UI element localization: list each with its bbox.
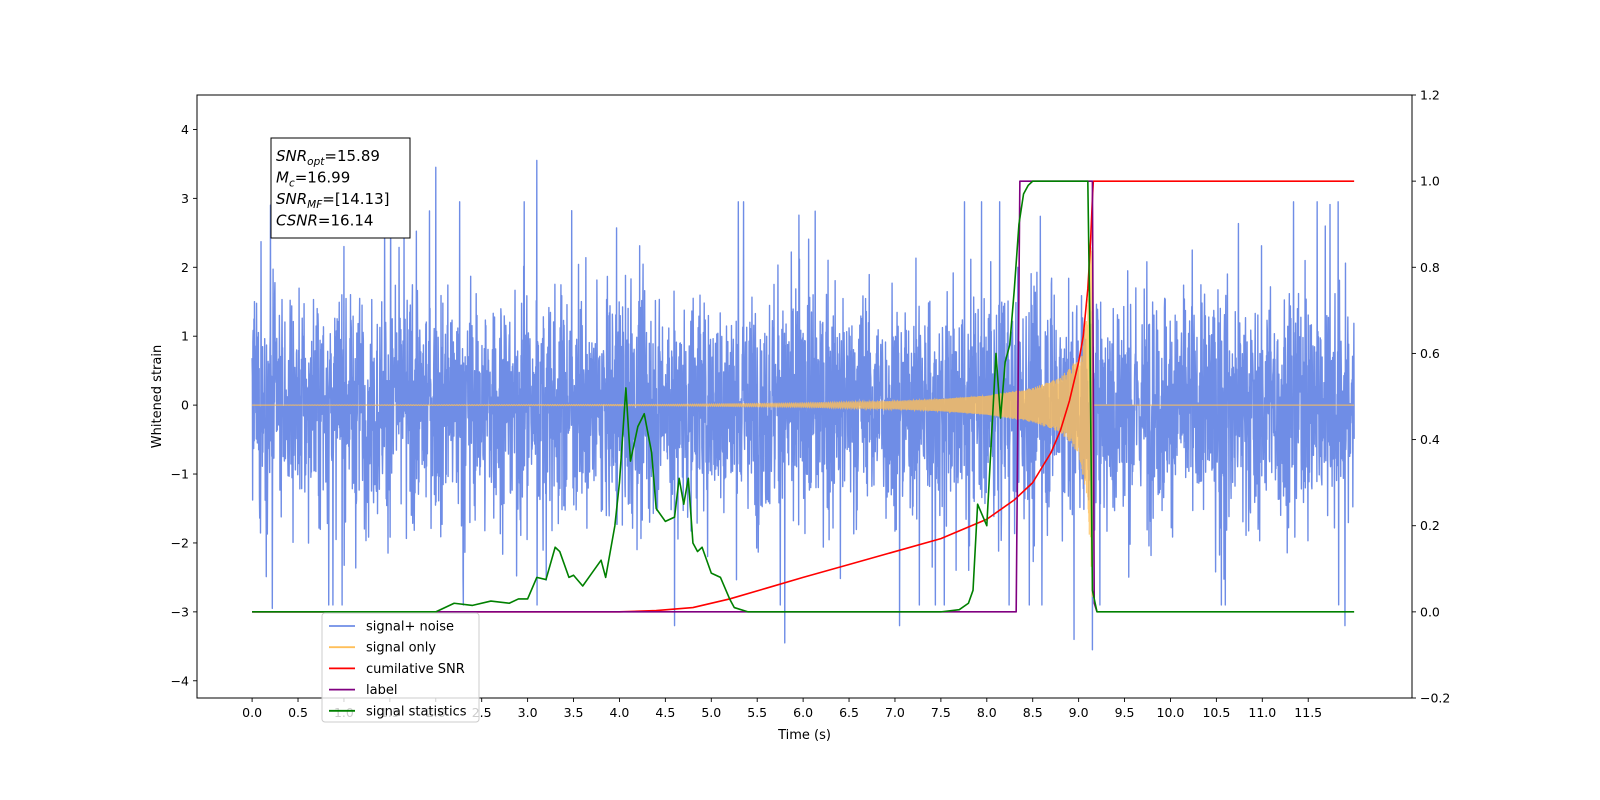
right-y-tick-label: 1.2 bbox=[1420, 88, 1440, 103]
legend-label: cumilative SNR bbox=[366, 662, 465, 677]
x-tick-label: 11.5 bbox=[1294, 705, 1322, 720]
right-y-tick-label: 0.4 bbox=[1420, 432, 1440, 447]
annotation-line: CSNR=16.14 bbox=[276, 212, 373, 230]
x-tick-label: 4.5 bbox=[655, 705, 675, 720]
annotation-line: SNRMF=[14.13] bbox=[276, 190, 390, 211]
series-signal-noise bbox=[251, 159, 1355, 651]
x-axis-label: Time (s) bbox=[777, 728, 831, 743]
left-y-tick-label: 3 bbox=[181, 191, 189, 206]
x-tick-label: 5.5 bbox=[747, 705, 767, 720]
x-tick-label: 11.0 bbox=[1248, 705, 1276, 720]
right-y-tick-label: 1.0 bbox=[1420, 174, 1440, 189]
legend-label: signal statistics bbox=[366, 704, 467, 719]
left-y-tick-label: 1 bbox=[181, 329, 189, 344]
x-tick-label: 9.5 bbox=[1115, 705, 1135, 720]
right-y-axis-ticks: −0.2 0.0 0.2 0.4 0.6 0.8 1.0 1.2 bbox=[1412, 88, 1450, 706]
left-y-tick-label: −4 bbox=[171, 673, 189, 688]
left-y-tick-label: 2 bbox=[181, 260, 189, 275]
x-tick-label: 6.5 bbox=[839, 705, 859, 720]
x-tick-label: 0.0 bbox=[242, 705, 262, 720]
series-signal-only bbox=[252, 247, 1355, 597]
legend-label: signal+ noise bbox=[366, 620, 454, 635]
x-tick-label: 3.5 bbox=[564, 705, 584, 720]
legend-label: label bbox=[366, 683, 397, 698]
x-tick-label: 7.0 bbox=[885, 705, 905, 720]
plot-area bbox=[251, 159, 1355, 651]
left-y-axis-label: Whitened strain bbox=[150, 345, 165, 448]
left-y-tick-label: −1 bbox=[171, 467, 189, 482]
right-y-tick-label: 0.6 bbox=[1420, 346, 1440, 361]
x-tick-label: 7.5 bbox=[931, 705, 951, 720]
series-signal-statistics bbox=[252, 180, 1355, 613]
annotation-line: SNRopt=15.89 bbox=[276, 147, 380, 168]
legend: signal+ noise signal only cumilative SNR la… bbox=[321, 612, 480, 723]
right-y-tick-label: 0.0 bbox=[1420, 604, 1440, 619]
right-y-tick-label: 0.8 bbox=[1420, 260, 1440, 275]
left-y-axis-ticks: −4 −3 −2 −1 0 1 2 3 4 bbox=[171, 122, 197, 688]
annotation-line: Mc=16.99 bbox=[276, 169, 350, 190]
annotation-box-frame bbox=[270, 137, 411, 239]
x-tick-label: 10.0 bbox=[1157, 705, 1185, 720]
x-tick-label: 10.5 bbox=[1202, 705, 1230, 720]
x-tick-label: 8.0 bbox=[977, 705, 997, 720]
x-tick-label: 0.5 bbox=[288, 705, 308, 720]
right-y-tick-label: 0.2 bbox=[1420, 518, 1440, 533]
x-tick-label: 3.0 bbox=[518, 705, 538, 720]
legend-label: signal only bbox=[366, 641, 436, 656]
left-y-tick-label: −2 bbox=[171, 535, 189, 550]
legend-frame bbox=[321, 612, 480, 723]
x-tick-label: 8.5 bbox=[1023, 705, 1043, 720]
x-tick-label: 9.0 bbox=[1069, 705, 1089, 720]
left-y-tick-label: 4 bbox=[181, 122, 189, 137]
axes-frame bbox=[196, 94, 1413, 699]
x-tick-label: 5.0 bbox=[701, 705, 721, 720]
left-y-tick-label: −3 bbox=[171, 604, 189, 619]
x-tick-label: 4.0 bbox=[610, 705, 630, 720]
left-y-tick-label: 0 bbox=[181, 398, 189, 413]
stats-annotation-box: SNRopt=15.89Mc=16.99SNRMF=[14.13]CSNR=16… bbox=[270, 137, 411, 239]
series-layer bbox=[251, 159, 1355, 651]
x-tick-label: 6.0 bbox=[793, 705, 813, 720]
right-y-tick-label: −0.2 bbox=[1420, 691, 1450, 706]
series-cumilative-snr bbox=[252, 180, 1355, 613]
